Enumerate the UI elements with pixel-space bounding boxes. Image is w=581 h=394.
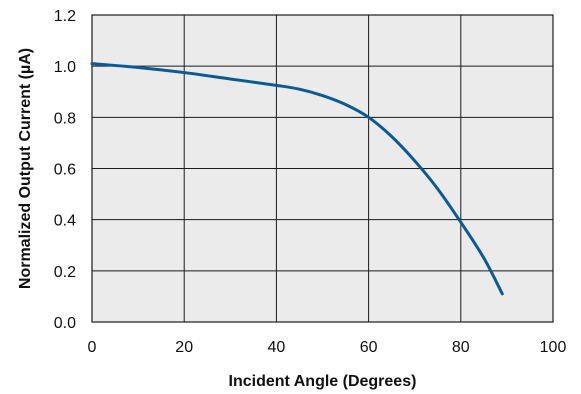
- x-tick-label: 20: [175, 339, 193, 356]
- x-tick-label: 80: [452, 339, 470, 356]
- y-tick-label: 0.2: [54, 264, 76, 281]
- y-tick-label: 1.2: [54, 8, 76, 25]
- x-tick-label: 100: [540, 339, 567, 356]
- x-tick-label: 0: [88, 339, 97, 356]
- y-tick-label: 0.6: [54, 162, 76, 179]
- x-tick-label: 60: [360, 339, 378, 356]
- series-line: [90, 62, 504, 296]
- series-layer: [90, 62, 504, 296]
- x-tick-label: 40: [268, 339, 286, 356]
- x-axis-tick-labels: 0 20 40 60 80 100: [88, 339, 567, 356]
- y-tick-label: 0.4: [54, 213, 76, 230]
- y-axis-tick-labels: 0.0 0.2 0.4 0.6 0.8 1.0 1.2: [54, 8, 76, 332]
- y-tick-label: 0.8: [54, 110, 76, 127]
- y-tick-label: 1.0: [54, 59, 76, 76]
- x-axis-title: Incident Angle (Degrees): [229, 373, 417, 390]
- y-tick-label: 0.0: [54, 315, 76, 332]
- grid-horizontal-lines: [92, 65, 553, 272]
- y-axis-title: Normalized Output Current (µA): [17, 48, 34, 289]
